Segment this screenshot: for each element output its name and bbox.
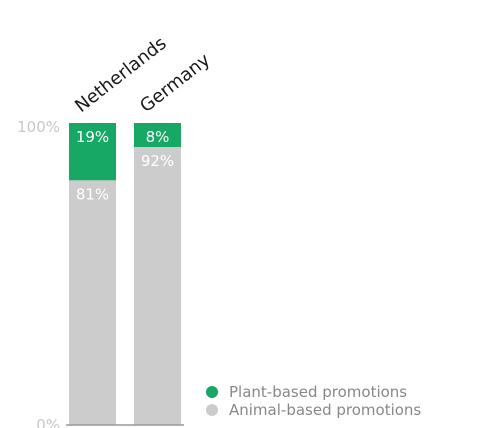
bar-segment-germany-plant — [134, 123, 181, 148]
bar-segment-netherlands-plant — [69, 123, 116, 181]
bar-labels-group: 19% 81% 8% 92% — [76, 128, 174, 203]
y-tick-bottom: 0% — [36, 416, 60, 428]
y-tick-top: 100% — [17, 118, 60, 136]
legend-label-animal: Animal-based promotions — [229, 401, 421, 419]
bars-group — [69, 123, 181, 425]
bar-value-label-germany-plant: 8% — [146, 128, 170, 146]
bar-segment-germany-animal — [134, 147, 181, 425]
legend-label-plant: Plant-based promotions — [229, 383, 407, 401]
bar-value-label-netherlands-plant: 19% — [76, 128, 109, 146]
bar-segment-netherlands-animal — [69, 180, 116, 425]
legend-marker-animal — [206, 404, 218, 416]
bar-value-label-germany-animal: 92% — [141, 152, 174, 170]
legend-marker-plant — [206, 386, 218, 398]
bar-value-label-netherlands-animal: 81% — [76, 185, 109, 203]
y-axis: 100% 0% — [17, 118, 184, 428]
